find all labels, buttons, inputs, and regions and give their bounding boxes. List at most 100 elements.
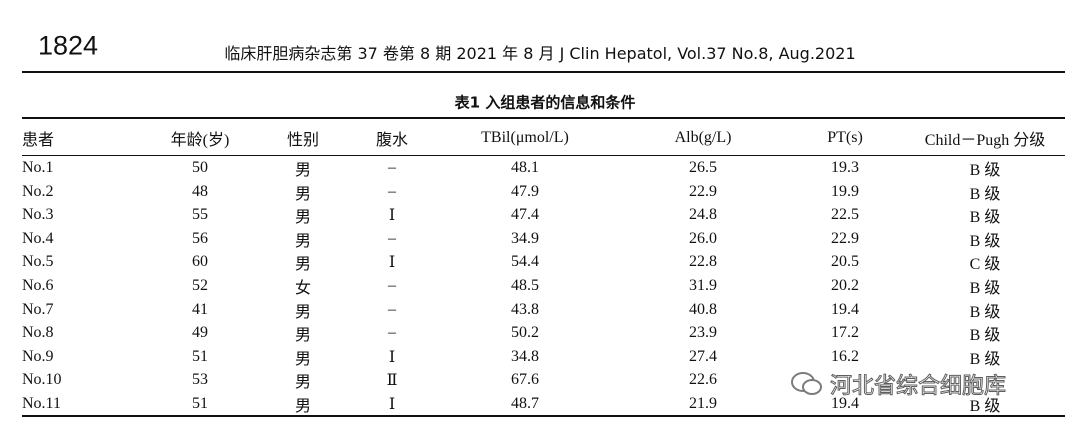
table-cell: 男 [294, 303, 312, 321]
table-cell: Ⅰ [388, 396, 396, 413]
table-cell: No.1 [22, 159, 54, 176]
table-cell: B 级 [969, 350, 1001, 368]
table-cell: – [388, 182, 396, 200]
table-cell: Ⅰ [388, 348, 396, 366]
table-cell: No.6 [22, 277, 54, 294]
table-cell: Ⅰ [388, 207, 396, 225]
table-head-rule [22, 155, 1065, 156]
table-cell: 55 [192, 206, 208, 224]
table-cell: 40.8 [689, 300, 717, 318]
table-cell: 67.6 [511, 371, 539, 389]
table-cell: 22.9 [831, 229, 859, 247]
watermark: 河北省综合细胞库 [790, 368, 1007, 400]
table-cell: C 级 [969, 256, 1001, 274]
table-cell: 54.4 [511, 253, 539, 271]
table-cell: 41 [192, 300, 208, 318]
table-cell: No.2 [22, 182, 54, 200]
table-cell: 17.2 [831, 324, 859, 342]
table-cell: 47.4 [511, 206, 539, 224]
table-cell: Ⅱ [386, 372, 398, 390]
column-header: Child－Pugh 分级 [924, 132, 1046, 149]
table-cell: No.8 [22, 324, 54, 342]
table-cell: 男 [294, 185, 312, 203]
table-cell: 21.9 [689, 395, 717, 412]
table-cell: – [388, 159, 396, 176]
header-rule [22, 71, 1065, 73]
table-cell: 52 [192, 277, 208, 294]
table-cell: B 级 [969, 303, 1001, 321]
journal-header: 临床肝胆病杂志第 37 卷第 8 期 2021 年 8 月 J Clin Hep… [224, 44, 856, 63]
table-cell: 34.8 [511, 347, 539, 365]
column-header: PT(s) [827, 129, 863, 146]
table-cell: 22.6 [689, 371, 717, 389]
page-number: 1824 [38, 30, 99, 61]
table-cell: 34.9 [511, 229, 539, 247]
table-cell: 16.2 [831, 347, 859, 365]
table-cell: 19.4 [831, 300, 859, 318]
table-cell: No.3 [22, 206, 54, 224]
table-cell: 男 [294, 162, 312, 179]
table-cell: 男 [294, 350, 312, 368]
table-cell: B 级 [969, 398, 1001, 415]
table-cell: 20.5 [831, 253, 859, 271]
table-bottom-rule [22, 415, 1065, 417]
table-cell: No.7 [22, 300, 54, 318]
table-cell: B 级 [969, 232, 1001, 250]
table-cell: 24.8 [689, 206, 717, 224]
table-cell: 22.5 [831, 206, 859, 224]
table-cell: 47.9 [511, 182, 539, 200]
table-cell: 女 [294, 280, 312, 297]
table-cell: 26.0 [689, 229, 717, 247]
table-cell: No.11 [22, 395, 61, 412]
table-cell: 31.9 [689, 277, 717, 294]
table-cell: 60 [192, 253, 208, 271]
table-cell: 27.4 [689, 347, 717, 365]
table-cell: 22.8 [689, 253, 717, 271]
table-cell: No.4 [22, 229, 54, 247]
table-cell: 53 [192, 371, 208, 389]
table-cell: 51 [192, 347, 208, 365]
table-cell: No.10 [22, 371, 62, 389]
table-cell: – [388, 229, 396, 247]
table-cell: B 级 [969, 280, 1001, 297]
column-header: 性别 [286, 132, 320, 149]
table-cell: 男 [294, 256, 312, 274]
table-cell: 50.2 [511, 324, 539, 342]
column-header: TBil(μmol/L) [481, 129, 569, 146]
watermark-text: 河北省综合细胞库 [829, 374, 1007, 400]
table-cell: – [388, 300, 396, 318]
table-cell: Ⅰ [388, 254, 396, 272]
table-cell: 19.3 [831, 159, 859, 176]
table-cell: 43.8 [511, 300, 539, 318]
table-cell: No.5 [22, 253, 54, 271]
table-cell: 男 [294, 374, 312, 392]
column-header: 腹水 [375, 132, 409, 149]
column-header: 年龄(岁) [170, 132, 230, 149]
table-cell: – [388, 277, 396, 294]
wechat-icon [791, 372, 822, 395]
table-cell: 男 [294, 327, 312, 345]
table-cell: – [388, 324, 396, 342]
table-cell: 49 [192, 324, 208, 342]
table-cell: 22.9 [689, 182, 717, 200]
table-cell: 19.9 [831, 182, 859, 200]
table-cell: 23.9 [689, 324, 717, 342]
table-cell: 50 [192, 159, 208, 176]
table-cell: No.9 [22, 347, 54, 365]
table-cell: B 级 [969, 327, 1001, 345]
table-cell: 48.1 [511, 159, 539, 176]
column-header: Alb(g/L) [674, 129, 732, 146]
table-caption: 表1 入组患者的信息和条件 [454, 93, 636, 112]
table-cell: 26.5 [689, 159, 717, 176]
table-cell: 20.2 [831, 277, 859, 294]
table-cell: 51 [192, 395, 208, 412]
table-cell: 19.4 [831, 395, 859, 412]
table-cell: B 级 [969, 185, 1001, 203]
table-cell: B 级 [969, 162, 1001, 179]
table-cell: 48.5 [511, 277, 539, 294]
table-cell: 48 [192, 182, 208, 200]
column-header: 患者 [22, 132, 55, 149]
table-cell: 男 [294, 398, 312, 415]
table-top-rule [22, 117, 1065, 119]
